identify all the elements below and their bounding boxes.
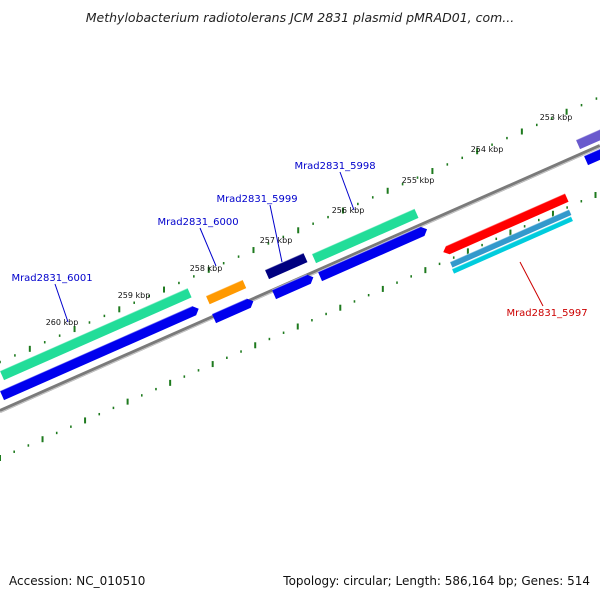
gene-mrad2831-6000-arrow	[212, 298, 254, 324]
gene-mrad2831-5997-cyan	[452, 216, 573, 274]
gene-mrad2831-6001-arrow	[0, 306, 199, 401]
gene-mrad2831-6000-box-shine	[205, 279, 243, 297]
gene-mrad2831-5999-arrow	[272, 274, 314, 300]
map-title: Methylobacterium radiotolerans JCM 2831 …	[85, 10, 515, 25]
gene-edge-arrow	[584, 148, 600, 166]
gene-mrad2831-5999-box	[265, 253, 308, 280]
kbp-label: 257 kbp	[260, 236, 293, 245]
gene-mrad2831-5997-steel-shine	[449, 208, 570, 263]
gene-mrad2831-5998-arrow-shine	[317, 226, 421, 273]
gene-mrad2831-5997-red-shine	[445, 192, 566, 247]
gene-label-mrad2831-6000: Mrad2831_6000	[157, 217, 238, 228]
gene-mrad2831-6000-arrow-shine	[211, 298, 248, 315]
topology-text: Topology: circular; Length: 586,164 bp; …	[283, 574, 590, 588]
callout-line	[199, 227, 217, 267]
gene-label-mrad2831-6001: Mrad2831_6001	[11, 273, 92, 284]
gene-callouts: Mrad2831_6001 Mrad2831_6000 Mrad2831_5999 M…	[11, 161, 588, 323]
kbp-labels: 253 kbp 254 kbp 255 kbp 256 kbp 257 kbp 258 k…	[46, 113, 573, 327]
gene-edge-box	[576, 129, 600, 150]
gene-edge-box-shine	[575, 128, 600, 141]
gene-mrad2831-5997-red	[443, 193, 569, 255]
gene-mrad2831-6001-box-shine	[0, 287, 188, 372]
gene-mrad2831-5999-box-shine	[264, 252, 304, 271]
kbp-label: 256 kbp	[332, 206, 365, 215]
gene-mrad2831-5998-box-shine	[311, 208, 415, 255]
tick-marks	[0, 97, 598, 461]
gene-edge-arrow-shine	[583, 148, 600, 157]
accession-text: Accession: NC_010510	[9, 574, 146, 588]
gene-mrad2831-6000-box	[206, 279, 247, 305]
gene-mrad2831-5997-steel	[450, 209, 572, 268]
kbp-label: 259 kbp	[118, 291, 151, 300]
gene-mrad2831-5998-arrow	[318, 226, 428, 282]
gene-mrad2831-5997-cyan-shine	[451, 215, 572, 270]
kbp-label: 253 kbp	[540, 113, 573, 122]
gene-mrad2831-5998-box	[312, 208, 419, 264]
callout-line	[269, 204, 283, 263]
gene-label-mrad2831-5998: Mrad2831_5998	[294, 161, 375, 172]
gene-label-mrad2831-5999: Mrad2831_5999	[216, 194, 297, 205]
gene-label-mrad2831-5997: Mrad2831_5997	[506, 308, 587, 319]
kbp-label: 258 kbp	[190, 264, 223, 273]
callout-line	[519, 261, 544, 307]
kbp-label: 254 kbp	[471, 145, 504, 154]
gene-mrad2831-6001-box	[0, 288, 192, 381]
gene-features	[0, 128, 600, 401]
kbp-label: 255 kbp	[402, 176, 435, 185]
kbp-label: 260 kbp	[46, 318, 79, 327]
callout-line	[54, 283, 69, 323]
gene-mrad2831-5999-arrow-shine	[271, 274, 308, 291]
callout-line	[339, 171, 355, 211]
gene-mrad2831-6001-arrow-shine	[0, 305, 193, 392]
